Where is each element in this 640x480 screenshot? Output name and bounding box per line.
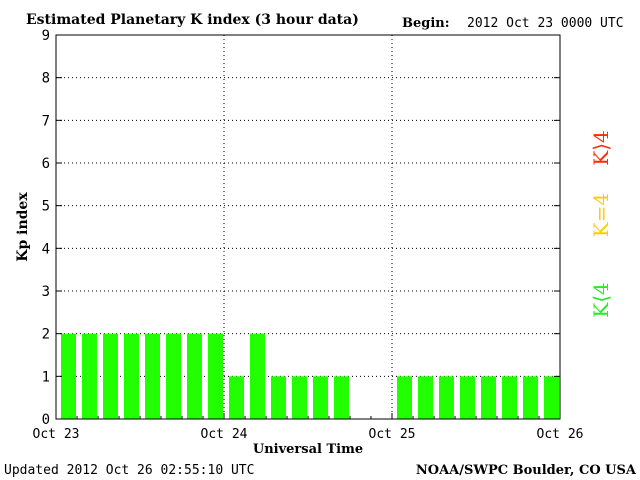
x-tick-label: Oct 25 (369, 427, 416, 442)
bar (313, 376, 328, 419)
bar (418, 376, 433, 419)
legend-low: K⟨4 (589, 282, 613, 317)
bar (502, 376, 517, 419)
begin-value: 2012 Oct 23 0000 UTC (467, 16, 624, 31)
bar (82, 333, 97, 419)
bar (544, 376, 559, 419)
y-tick-label: 9 (42, 28, 50, 44)
y-tick-label: 8 (42, 71, 50, 87)
y-tick-label: 2 (42, 327, 50, 343)
x-tick-label: Oct 23 (33, 427, 80, 442)
bar (145, 333, 160, 419)
legend-high: K⟩4 (589, 130, 613, 165)
bar (250, 333, 265, 419)
bar (61, 333, 76, 419)
y-tick-label: 0 (42, 412, 50, 428)
bar (397, 376, 412, 419)
x-tick-label: Oct 24 (201, 427, 248, 442)
y-tick-label: 6 (42, 156, 50, 172)
y-tick-label: 7 (42, 113, 50, 129)
bar (166, 333, 181, 419)
bar (523, 376, 538, 419)
bar (229, 376, 244, 419)
bar (271, 376, 286, 419)
plot-area: 0 1 2 3 4 5 6 7 8 9 Oct 23 Oct 24 Oct 25 Oct 26 (33, 28, 584, 442)
begin-label: Begin: (402, 16, 450, 31)
bar (439, 376, 454, 419)
y-tick-label: 5 (42, 199, 50, 215)
y-tick-label: 1 (42, 369, 50, 385)
y-axis-label: Kp index (15, 192, 31, 262)
y-tick-label: 4 (42, 241, 50, 257)
bar (481, 376, 496, 419)
bar (208, 333, 223, 419)
chart-title: Estimated Planetary K index (3 hour data… (26, 12, 359, 28)
bar (187, 333, 202, 419)
bar (460, 376, 475, 419)
updated-timestamp: Updated 2012 Oct 26 02:55:10 UTC (4, 463, 254, 478)
bar (124, 333, 139, 419)
x-axis-label: Universal Time (253, 442, 363, 457)
data-source: NOAA/SWPC Boulder, CO USA (416, 463, 637, 478)
bar (334, 376, 349, 419)
legend-mid: K=4 (589, 193, 613, 237)
y-tick-label: 3 (42, 284, 50, 300)
x-tick-label: Oct 26 (537, 427, 584, 442)
bar (103, 333, 118, 419)
bar (292, 376, 307, 419)
